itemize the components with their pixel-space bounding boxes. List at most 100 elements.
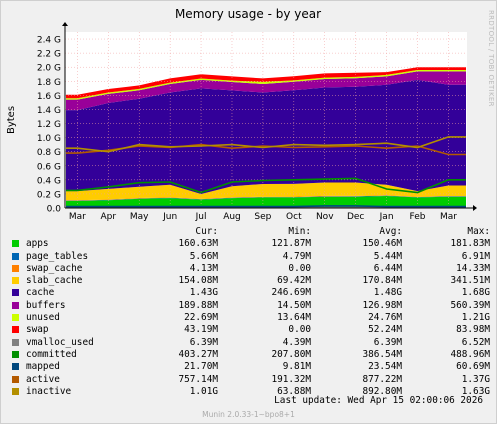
y-tick-label: 0.8 G bbox=[37, 148, 61, 158]
rrdtool-credit: RRDTOOL / TOBI OETIKER bbox=[487, 10, 495, 107]
legend-name: active bbox=[26, 373, 60, 385]
y-tick-label: 0.4 G bbox=[37, 176, 61, 186]
legend-swatch-cell bbox=[12, 361, 26, 373]
y-tick-label: 0.6 G bbox=[37, 162, 61, 172]
legend-min: 0.00 bbox=[288, 324, 311, 336]
legend-row-committed: committed 403.27M 207.80M 386.54M 488.96M bbox=[12, 349, 490, 361]
munin-version: Munin 2.0.33-1~bpo8+1 bbox=[202, 410, 295, 419]
legend-swatch-cell bbox=[12, 312, 26, 324]
legend-min: 121.87M bbox=[271, 238, 311, 250]
legend-avg: 6.39M bbox=[373, 336, 402, 348]
legend-header-row: Cur: Min: Avg: Max: bbox=[12, 226, 490, 238]
x-tick-label: Sep bbox=[254, 212, 271, 222]
y-tick-label: 0.2 G bbox=[37, 190, 61, 200]
legend-max: 1.37G bbox=[461, 373, 490, 385]
legend-max: 181.83M bbox=[450, 238, 490, 250]
area-swap-cache bbox=[66, 195, 466, 201]
legend-swatch bbox=[12, 252, 19, 260]
legend-cur: 4.13M bbox=[189, 262, 218, 274]
legend-row-buffers: buffers 189.88M 14.50M 126.98M 560.39M bbox=[12, 300, 490, 312]
legend-swatch-cell bbox=[12, 349, 26, 361]
legend-cur: 189.88M bbox=[178, 299, 218, 311]
legend-name: swap_cache bbox=[26, 262, 83, 274]
legend-name: unused bbox=[26, 312, 60, 324]
legend-avg: 52.24M bbox=[368, 324, 402, 336]
y-axis-label: Bytes bbox=[6, 106, 17, 134]
x-tick-label: Nov bbox=[316, 212, 334, 222]
legend-max: 83.98M bbox=[456, 324, 490, 336]
x-tick-label: May bbox=[130, 212, 149, 222]
x-tick-label: Jan bbox=[379, 212, 394, 222]
legend-name: cache bbox=[26, 287, 55, 299]
legend-swatch bbox=[12, 387, 19, 395]
legend-name: slab_cache bbox=[26, 275, 83, 287]
area-slab-cache bbox=[66, 182, 466, 201]
legend-cur: 757.14M bbox=[178, 373, 218, 385]
legend-swatch bbox=[12, 314, 19, 322]
legend-max: 6.91M bbox=[461, 250, 490, 262]
legend-avg: 1.48G bbox=[373, 287, 402, 299]
x-tick-label: Jun bbox=[162, 212, 177, 222]
legend-row-swap: swap 43.19M 0.00 52.24M 83.98M bbox=[12, 324, 490, 336]
legend-name: mapped bbox=[26, 361, 60, 373]
plot-area: 0.0 0.2 G 0.4 G 0.6 G 0.8 G 1.0 G 1.2 G 1.4 G 1.… bbox=[37, 22, 477, 222]
legend-max: 560.39M bbox=[450, 299, 490, 311]
legend-min: 207.80M bbox=[271, 348, 311, 360]
legend-swatch bbox=[12, 350, 19, 358]
legend-min: 0.00 bbox=[288, 262, 311, 274]
legend-min: 9.81M bbox=[282, 361, 311, 373]
legend-avg: 386.54M bbox=[362, 348, 402, 360]
legend-header-cur: Cur: bbox=[195, 226, 218, 237]
legend-swatch-cell bbox=[12, 300, 26, 312]
y-tick-label: 2.0 G bbox=[37, 64, 61, 74]
legend-row-slab-cache: slab_cache 154.08M 69.42M 170.84M 341.51M bbox=[12, 275, 490, 287]
legend-avg: 892.80M bbox=[362, 385, 402, 397]
legend-swatch bbox=[12, 277, 19, 285]
legend-swatch-cell bbox=[12, 374, 26, 386]
legend-swatch-cell bbox=[12, 251, 26, 263]
legend-max: 1.68G bbox=[461, 287, 490, 299]
chart-title: Memory usage - by year bbox=[175, 7, 321, 21]
y-tick-label: 1.6 G bbox=[37, 92, 61, 102]
area-cache bbox=[66, 79, 466, 194]
legend-name: vmalloc_used bbox=[26, 336, 94, 348]
legend-row-cache: cache 1.43G 246.69M 1.48G 1.68G bbox=[12, 287, 490, 299]
legend-avg: 5.44M bbox=[373, 250, 402, 262]
legend-max: 1.63G bbox=[461, 385, 490, 397]
x-tick-label: Feb bbox=[410, 212, 426, 222]
x-axis-arrow bbox=[473, 205, 477, 211]
y-tick-label: 1.8 G bbox=[37, 78, 61, 88]
legend-swatch bbox=[12, 326, 19, 334]
legend-min: 4.79M bbox=[282, 250, 311, 262]
legend-swatch-cell bbox=[12, 275, 26, 287]
legend-name: swap bbox=[26, 324, 49, 336]
line-mapped bbox=[66, 205, 466, 208]
legend-max: 14.33M bbox=[456, 262, 490, 274]
x-tick-label: Apr bbox=[101, 212, 117, 222]
legend-cur: 21.70M bbox=[184, 361, 218, 373]
legend-swatch-cell bbox=[12, 263, 26, 275]
legend-table: Cur: Min: Avg: Max: apps 160.63M 121.87M 15… bbox=[12, 226, 490, 398]
legend-row-page-tables: page_tables 5.66M 4.79M 5.44M 6.91M bbox=[12, 251, 490, 263]
legend-cur: 160.63M bbox=[178, 238, 218, 250]
legend-min: 4.39M bbox=[282, 336, 311, 348]
legend-avg: 6.44M bbox=[373, 262, 402, 274]
last-update: Last update: Wed Apr 15 02:00:06 2026 bbox=[274, 395, 483, 406]
legend-avg: 170.84M bbox=[362, 275, 402, 287]
area-swap bbox=[66, 67, 466, 99]
legend-row-apps: apps 160.63M 121.87M 150.46M 181.83M bbox=[12, 238, 490, 250]
x-tick-label: Jul bbox=[195, 212, 207, 222]
x-tick-label: Mar bbox=[440, 212, 457, 222]
y-tick-label: 0.0 bbox=[47, 205, 62, 215]
legend-avg: 24.76M bbox=[368, 312, 402, 324]
legend-cur: 403.27M bbox=[178, 348, 218, 360]
legend-min: 191.32M bbox=[271, 373, 311, 385]
legend-max: 6.52M bbox=[461, 336, 490, 348]
legend-avg: 877.22M bbox=[362, 373, 402, 385]
legend-min: 69.42M bbox=[277, 275, 311, 287]
legend-cur: 1.43G bbox=[189, 287, 218, 299]
legend-cur: 5.66M bbox=[189, 250, 218, 262]
y-tick-label: 2.4 G bbox=[37, 36, 61, 46]
x-tick-label: Aug bbox=[223, 212, 241, 222]
